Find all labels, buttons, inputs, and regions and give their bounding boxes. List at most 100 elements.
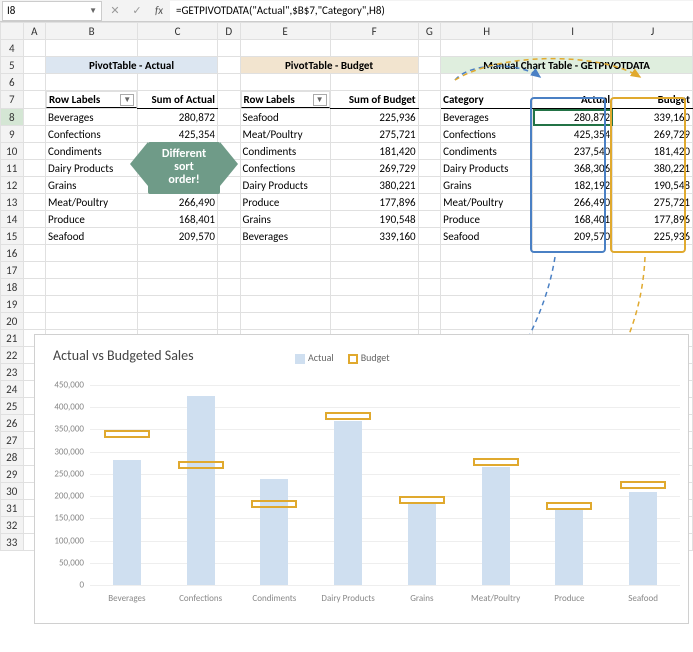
cell[interactable] [613,279,693,296]
col-G[interactable]: G [418,23,441,40]
marker-budget[interactable] [325,412,371,420]
row-17[interactable]: 17 [1,262,24,279]
row-22[interactable]: 22 [1,347,24,364]
cell[interactable] [330,313,418,330]
marker-budget[interactable] [399,496,445,504]
pivot-cat[interactable]: Confections [240,160,330,177]
row-15[interactable]: 15 [1,228,24,245]
pivot-cat[interactable]: Grains [240,211,330,228]
marker-budget[interactable] [473,458,519,466]
pivot-val[interactable]: 266,490 [138,194,218,211]
cell[interactable] [23,228,46,245]
bar-actual[interactable] [334,421,362,585]
col-I[interactable]: I [533,23,613,40]
cell[interactable] [418,211,441,228]
man-actual[interactable]: 280,872 [533,109,613,126]
pivot-cat[interactable]: Seafood [46,228,138,245]
cell[interactable] [218,262,241,279]
cell[interactable] [533,313,613,330]
cell[interactable] [218,126,241,143]
col-E[interactable]: E [240,23,330,40]
man-budget[interactable]: 339,160 [613,109,693,126]
pivot-val[interactable]: 380,221 [330,177,418,194]
man-cat[interactable]: Meat/Poultry [441,194,533,211]
cell[interactable] [138,74,218,91]
cell[interactable] [330,296,418,313]
pivot-cat[interactable]: Beverages [240,228,330,245]
cell[interactable] [441,296,533,313]
pivot-val[interactable]: 209,570 [138,228,218,245]
cell[interactable] [613,296,693,313]
bar-actual[interactable] [482,467,510,585]
cell[interactable] [138,40,218,57]
cell[interactable] [23,262,46,279]
bar-actual[interactable] [555,510,583,585]
pivot-val[interactable]: 168,401 [138,211,218,228]
pivot-val[interactable]: 181,420 [330,143,418,160]
row-20[interactable]: 20 [1,313,24,330]
man-actual[interactable]: 237,540 [533,143,613,160]
cell[interactable] [441,40,533,57]
pivot-val[interactable]: 275,721 [330,126,418,143]
row-5[interactable]: 5 [1,57,24,74]
man-cat[interactable]: Seafood [441,228,533,245]
cell[interactable] [441,262,533,279]
row-13[interactable]: 13 [1,194,24,211]
cell[interactable] [533,245,613,262]
bar-actual[interactable] [187,396,215,585]
cell[interactable] [218,194,241,211]
cell[interactable] [330,40,418,57]
cell[interactable] [218,91,241,109]
row-8[interactable]: 8 [1,109,24,126]
cell[interactable] [240,262,330,279]
filter-dropdown-icon[interactable]: ▼ [120,94,134,106]
row-31[interactable]: 31 [1,500,24,517]
marker-budget[interactable] [620,481,666,489]
cell[interactable] [418,40,441,57]
pivot-val[interactable]: 177,896 [330,194,418,211]
cell[interactable] [240,40,330,57]
fx-icon[interactable]: fx [149,1,169,21]
marker-budget[interactable] [251,500,297,508]
cell[interactable] [441,245,533,262]
row-26[interactable]: 26 [1,415,24,432]
col-D[interactable]: D [218,23,241,40]
cell[interactable] [23,109,46,126]
man-budget[interactable]: 225,936 [613,228,693,245]
cell[interactable] [218,245,241,262]
man-actual[interactable]: 168,401 [533,211,613,228]
cell[interactable] [218,228,241,245]
cell[interactable] [418,279,441,296]
cell[interactable] [330,262,418,279]
row-18[interactable]: 18 [1,279,24,296]
cell[interactable] [23,313,46,330]
cell[interactable] [23,245,46,262]
row-28[interactable]: 28 [1,449,24,466]
cell[interactable] [23,126,46,143]
pivot-cat[interactable]: Dairy Products [240,177,330,194]
man-cat[interactable]: Confections [441,126,533,143]
pivot-header[interactable]: Row Labels▼ [241,91,330,108]
col-B[interactable]: B [46,23,138,40]
pivot-cat[interactable]: Meat/Poultry [240,126,330,143]
pivot-val[interactable]: 190,548 [330,211,418,228]
row-9[interactable]: 9 [1,126,24,143]
cell[interactable] [46,279,138,296]
chart[interactable]: Actual vs Budgeted Sales Actual Budget 0… [34,334,689,624]
cell[interactable] [533,74,613,91]
cell[interactable] [418,74,441,91]
cell[interactable] [46,262,138,279]
cell[interactable] [418,109,441,126]
cell[interactable] [418,143,441,160]
cell[interactable] [138,245,218,262]
cell[interactable] [218,296,241,313]
cell[interactable] [240,245,330,262]
cell[interactable] [46,74,138,91]
cell[interactable] [613,245,693,262]
man-actual[interactable]: 368,306 [533,160,613,177]
cell[interactable] [330,74,418,91]
bar-actual[interactable] [260,479,288,585]
row-4[interactable]: 4 [1,40,24,57]
select-all-corner[interactable] [1,23,24,40]
cell[interactable] [418,91,441,109]
